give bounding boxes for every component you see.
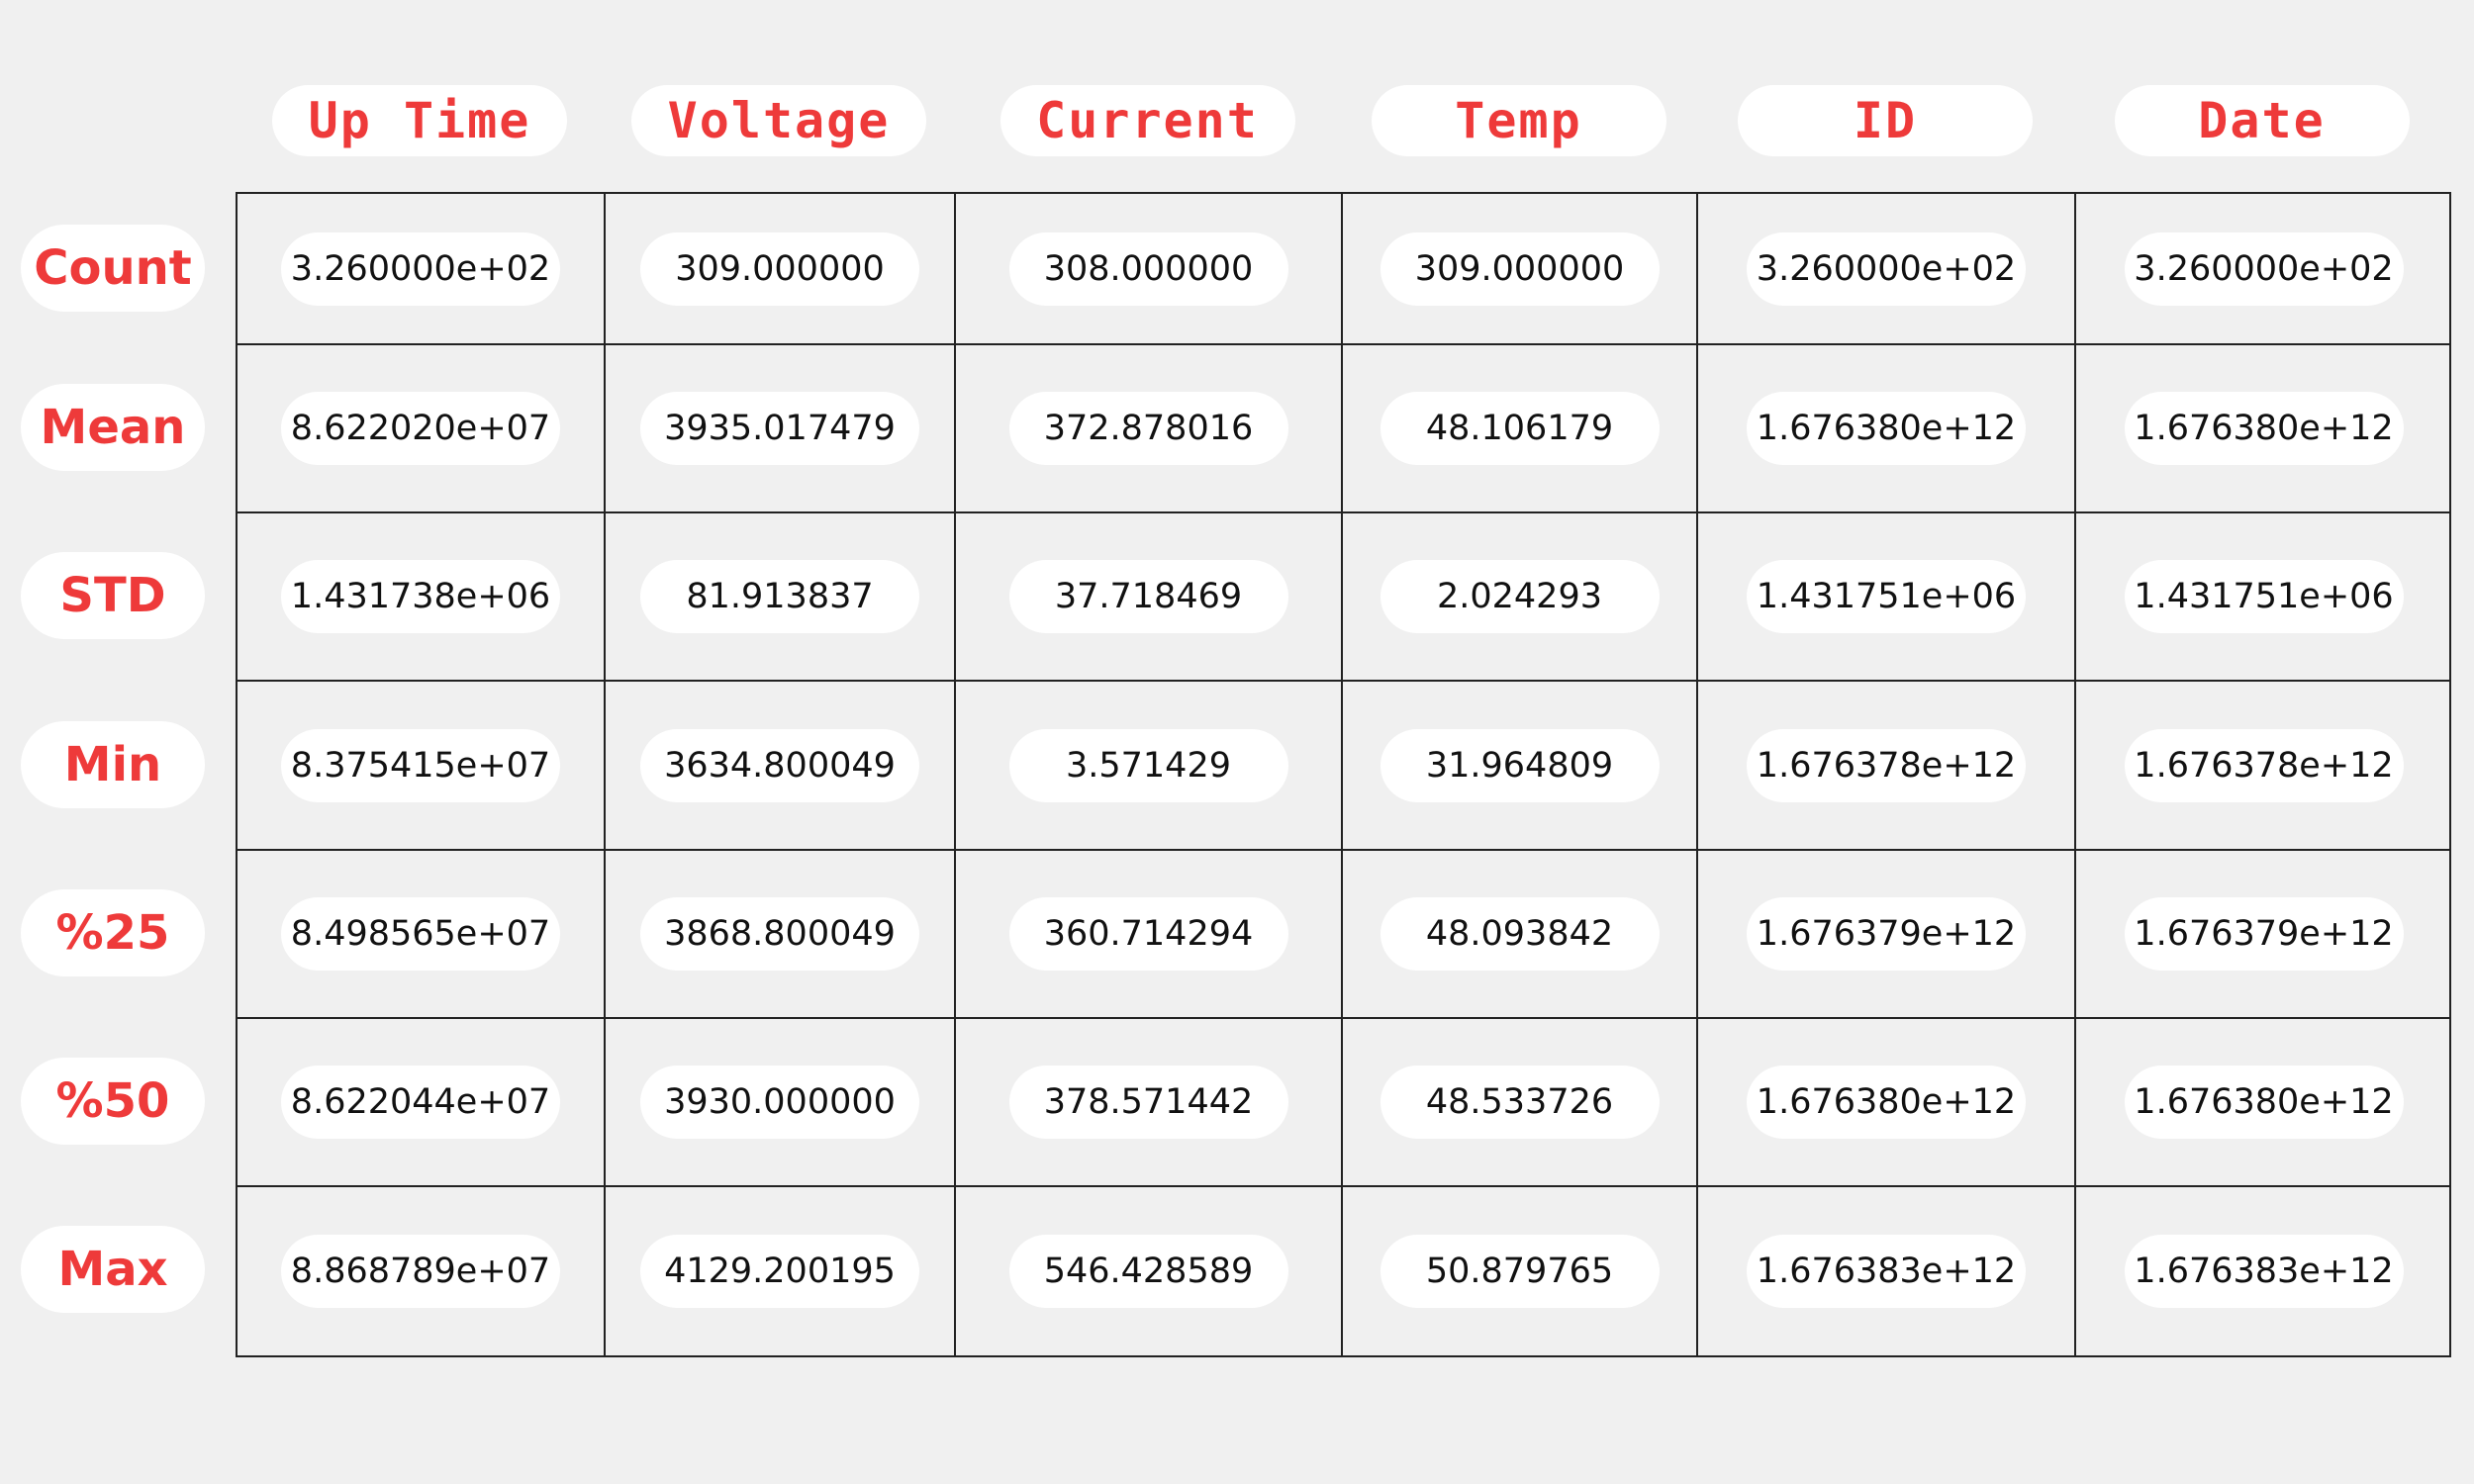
value-pill-mean-voltage: 3935.017479 [640, 392, 919, 465]
table-cell: 1.676380e+12 [2076, 1019, 2451, 1187]
value-pill-mean-date: 1.676380e+12 [2124, 392, 2404, 465]
value-pill-pct-50-temp: 48.533726 [1380, 1066, 1660, 1139]
table-cell: 309.000000 [1343, 194, 1698, 345]
table-cell: 3868.800049 [606, 851, 956, 1019]
table-cell: 1.676380e+12 [1698, 345, 2076, 513]
stats-table: 3.260000e+02 309.000000 308.000000 309.0000… [236, 192, 2451, 1357]
table-cell: 1.431738e+06 [238, 513, 606, 682]
value-pill-pct-25-voltage: 3868.800049 [640, 897, 919, 971]
value-pill-count-id: 3.260000e+02 [1747, 232, 2026, 306]
value-pill-pct-50-date: 1.676380e+12 [2124, 1066, 2404, 1139]
value-pill-std-id: 1.431751e+06 [1747, 560, 2026, 633]
column-header-voltage: Voltage [631, 85, 926, 156]
value-pill-pct-25-up-time: 8.498565e+07 [281, 897, 560, 971]
value-pill-pct-50-up-time: 8.622044e+07 [281, 1066, 560, 1139]
table-cell: 1.676378e+12 [1698, 682, 2076, 851]
table-cell: 3.260000e+02 [1698, 194, 2076, 345]
column-header-date: Date [2114, 85, 2410, 156]
table-cell: 3.571429 [956, 682, 1343, 851]
table-cell: 81.913837 [606, 513, 956, 682]
value-pill-pct-25-date: 1.676379e+12 [2124, 897, 2404, 971]
value-pill-pct-50-id: 1.676380e+12 [1747, 1066, 2026, 1139]
table-cell: 3.260000e+02 [238, 194, 606, 345]
table-cell: 1.676379e+12 [1698, 851, 2076, 1019]
value-pill-mean-current: 372.878016 [1008, 392, 1288, 465]
table-cell: 378.571442 [956, 1019, 1343, 1187]
table-cell: 1.676378e+12 [2076, 682, 2451, 851]
table-cell: 31.964809 [1343, 682, 1698, 851]
value-pill-pct-50-current: 378.571442 [1008, 1066, 1288, 1139]
value-pill-std-voltage: 81.913837 [640, 560, 919, 633]
value-pill-pct-25-temp: 48.093842 [1380, 897, 1660, 971]
row-header-min: Min [21, 720, 205, 808]
value-pill-count-date: 3.260000e+02 [2124, 232, 2404, 306]
row-header-count: Count [21, 224, 205, 312]
table-cell: 8.375415e+07 [238, 682, 606, 851]
table-cell: 4129.200195 [606, 1187, 956, 1355]
row-header-pct-25: %25 [21, 889, 205, 976]
value-pill-std-date: 1.431751e+06 [2124, 560, 2404, 633]
table-cell: 360.714294 [956, 851, 1343, 1019]
table-cell: 1.676383e+12 [2076, 1187, 2451, 1355]
table-cell: 1.676380e+12 [1698, 1019, 2076, 1187]
value-pill-min-id: 1.676378e+12 [1747, 728, 2026, 802]
table-cell: 37.718469 [956, 513, 1343, 682]
value-pill-min-temp: 31.964809 [1380, 728, 1660, 802]
row-header-pct-50: %50 [21, 1058, 205, 1145]
value-pill-max-id: 1.676383e+12 [1747, 1235, 2026, 1308]
value-pill-pct-50-voltage: 3930.000000 [640, 1066, 919, 1139]
table-cell: 308.000000 [956, 194, 1343, 345]
value-pill-count-temp: 309.000000 [1380, 232, 1660, 306]
value-pill-max-up-time: 8.868789e+07 [281, 1235, 560, 1308]
table-cell: 309.000000 [606, 194, 956, 345]
value-pill-pct-25-current: 360.714294 [1008, 897, 1288, 971]
table-cell: 1.431751e+06 [2076, 513, 2451, 682]
value-pill-mean-temp: 48.106179 [1380, 392, 1660, 465]
value-pill-mean-id: 1.676380e+12 [1747, 392, 2026, 465]
table-cell: 3935.017479 [606, 345, 956, 513]
table-cell: 1.431751e+06 [1698, 513, 2076, 682]
value-pill-std-current: 37.718469 [1008, 560, 1288, 633]
value-pill-min-current: 3.571429 [1008, 728, 1288, 802]
column-header-up-time: Up Time [272, 85, 567, 156]
table-cell: 8.498565e+07 [238, 851, 606, 1019]
value-pill-max-temp: 50.879765 [1380, 1235, 1660, 1308]
value-pill-count-up-time: 3.260000e+02 [281, 232, 560, 306]
row-header-std: STD [21, 552, 205, 639]
value-pill-max-current: 546.428589 [1008, 1235, 1288, 1308]
value-pill-pct-25-id: 1.676379e+12 [1747, 897, 2026, 971]
table-cell: 3634.800049 [606, 682, 956, 851]
table-cell: 3.260000e+02 [2076, 194, 2451, 345]
value-pill-mean-up-time: 8.622020e+07 [281, 392, 560, 465]
value-pill-std-up-time: 1.431738e+06 [281, 560, 560, 633]
table-cell: 8.622044e+07 [238, 1019, 606, 1187]
value-pill-count-current: 308.000000 [1008, 232, 1288, 306]
table-cell: 8.868789e+07 [238, 1187, 606, 1355]
table-cell: 2.024293 [1343, 513, 1698, 682]
table-cell: 372.878016 [956, 345, 1343, 513]
row-header-mean: Mean [21, 384, 205, 471]
table-cell: 1.676379e+12 [2076, 851, 2451, 1019]
value-pill-min-up-time: 8.375415e+07 [281, 728, 560, 802]
table-cell: 3930.000000 [606, 1019, 956, 1187]
value-pill-max-voltage: 4129.200195 [640, 1235, 919, 1308]
table-cell: 1.676380e+12 [2076, 345, 2451, 513]
table-cell: 48.533726 [1343, 1019, 1698, 1187]
column-header-current: Current [999, 85, 1295, 156]
value-pill-min-voltage: 3634.800049 [640, 728, 919, 802]
table-cell: 50.879765 [1343, 1187, 1698, 1355]
value-pill-std-temp: 2.024293 [1380, 560, 1660, 633]
table-cell: 1.676383e+12 [1698, 1187, 2076, 1355]
column-header-id: ID [1738, 85, 2033, 156]
value-pill-count-voltage: 309.000000 [640, 232, 919, 306]
value-pill-min-date: 1.676378e+12 [2124, 728, 2404, 802]
table-cell: 546.428589 [956, 1187, 1343, 1355]
column-header-temp: Temp [1371, 85, 1666, 156]
table-cell: 48.106179 [1343, 345, 1698, 513]
row-header-max: Max [21, 1226, 205, 1313]
table-cell: 8.622020e+07 [238, 345, 606, 513]
table-cell: 48.093842 [1343, 851, 1698, 1019]
value-pill-max-date: 1.676383e+12 [2124, 1235, 2404, 1308]
